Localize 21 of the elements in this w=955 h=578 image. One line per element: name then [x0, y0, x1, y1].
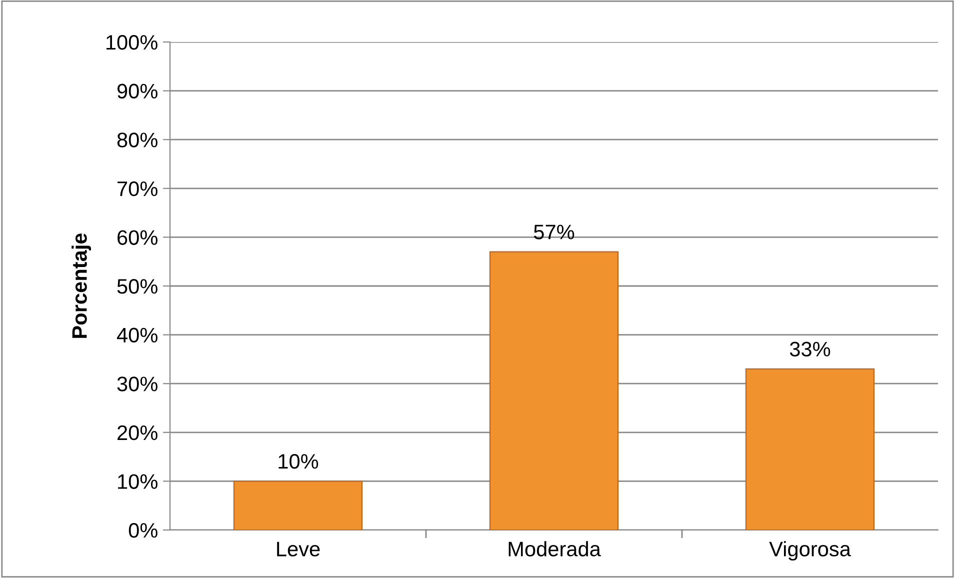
data-label: 57%	[534, 224, 574, 240]
y-tick-label: 60%	[118, 230, 158, 245]
y-tick-label: 80%	[117, 132, 158, 148]
bar	[745, 368, 875, 530]
bar	[233, 480, 363, 530]
y-tick-label: 40%	[116, 328, 158, 343]
y-tick-label: 90%	[117, 84, 158, 99]
bar	[489, 251, 619, 530]
y-tick-label: 0%	[128, 523, 158, 538]
x-tick-label: Moderada	[508, 541, 601, 556]
y-tick-label: 50%	[117, 279, 158, 294]
x-tick-label: Vigorosa	[769, 541, 851, 561]
data-label: 33%	[790, 342, 830, 357]
x-tick-label: Leve	[277, 542, 320, 556]
y-tick-label: 70%	[118, 181, 158, 196]
y-tick-label: 20%	[118, 425, 158, 440]
y-tick-label: 30%	[117, 376, 158, 392]
y-axis-title: Porcentaje	[72, 233, 92, 338]
y-tick-label: 10%	[118, 474, 158, 489]
data-label: 10%	[278, 454, 318, 469]
y-tick-label: 100%	[106, 35, 158, 50]
